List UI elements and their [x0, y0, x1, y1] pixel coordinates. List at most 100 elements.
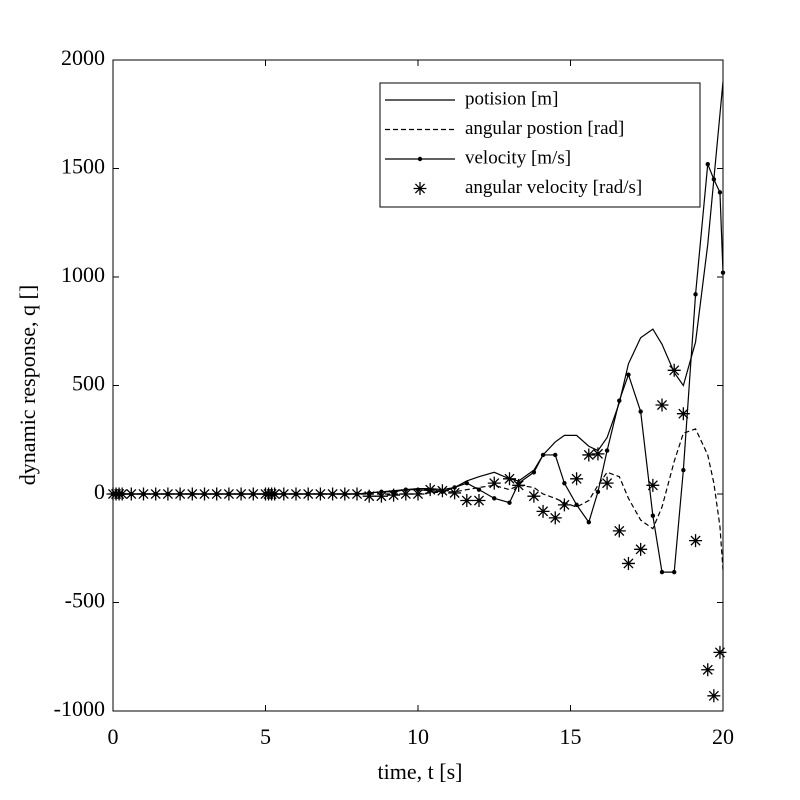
dot-marker	[717, 190, 723, 195]
asterisk-marker	[460, 494, 474, 508]
series	[106, 363, 727, 703]
asterisk-marker	[667, 363, 681, 377]
dot-marker	[492, 496, 497, 501]
legend-label: angular postion [rad]	[465, 118, 624, 139]
asterisk-marker	[634, 542, 648, 556]
asterisk-marker	[149, 487, 163, 501]
dot-marker	[586, 520, 591, 525]
y-tick-label: 0	[94, 479, 105, 504]
asterisk-marker	[234, 487, 248, 501]
series	[110, 161, 726, 575]
asterisk-marker	[487, 476, 501, 490]
dot-marker	[507, 500, 512, 505]
asterisk-marker	[161, 487, 175, 501]
asterisk-marker	[222, 487, 236, 501]
dot-marker	[720, 270, 726, 275]
asterisk-marker	[557, 498, 571, 512]
dot-marker	[672, 569, 677, 575]
asterisk-marker	[210, 487, 224, 501]
legend: potision [m] angular postion [rad] velocit…	[379, 82, 701, 208]
asterisk-marker	[472, 494, 486, 508]
asterisk-marker	[512, 478, 526, 492]
asterisk-marker	[399, 487, 413, 501]
asterisk-marker	[350, 487, 364, 501]
legend-label: potision [m]	[465, 88, 558, 109]
dot-marker	[626, 372, 631, 377]
asterisk-marker	[707, 689, 721, 703]
y-tick-label: 500	[72, 371, 105, 396]
asterisk-marker	[374, 489, 388, 503]
x-tick-label: 0	[108, 724, 119, 749]
asterisk-marker	[600, 476, 614, 490]
asterisk-marker	[612, 524, 626, 538]
legend-swatch	[417, 156, 423, 162]
x-tick-label: 10	[407, 724, 429, 749]
asterisk-marker	[582, 448, 596, 462]
asterisk-marker	[326, 487, 340, 501]
asterisk-marker	[527, 489, 541, 503]
asterisk-marker	[536, 504, 550, 518]
dot-marker	[693, 292, 698, 297]
dot-marker	[553, 452, 558, 458]
asterisk-marker	[570, 472, 584, 486]
asterisk-marker	[185, 487, 199, 501]
y-tick-label: 1500	[61, 154, 105, 179]
y-tick-label: -1000	[54, 696, 105, 721]
dot-marker	[705, 161, 710, 167]
asterisk-marker	[676, 407, 690, 421]
asterisk-marker	[713, 645, 727, 659]
series-line	[113, 163, 724, 573]
asterisk-marker	[701, 663, 715, 677]
x-tick-label: 20	[712, 724, 734, 749]
asterisk-marker	[423, 483, 437, 497]
asterisk-marker	[137, 487, 150, 501]
x-tick-label: 5	[260, 724, 271, 749]
asterisk-marker	[268, 487, 282, 501]
dot-marker	[574, 502, 579, 508]
asterisk-marker	[362, 489, 376, 503]
dot-marker	[464, 480, 469, 486]
asterisk-marker	[301, 487, 315, 501]
asterisk-marker	[277, 487, 291, 501]
asterisk-marker	[198, 487, 211, 501]
asterisk-marker	[435, 484, 449, 498]
asterisk-marker	[689, 534, 703, 548]
asterisk-marker	[621, 556, 635, 570]
asterisk-marker	[115, 487, 129, 501]
asterisk-marker	[246, 487, 260, 501]
x-tick-label: 15	[560, 724, 582, 749]
asterisk-marker	[646, 478, 660, 492]
dot-marker	[638, 409, 643, 414]
y-tick-label: -500	[65, 588, 105, 613]
legend-label: velocity [m/s]	[465, 147, 571, 168]
dot-marker	[604, 448, 610, 453]
asterisk-marker	[289, 487, 303, 501]
asterisk-marker	[387, 488, 401, 502]
dot-marker	[711, 177, 717, 182]
dot-marker	[650, 513, 656, 518]
dot-marker	[681, 467, 686, 473]
legend-box	[379, 82, 701, 208]
dot-marker	[476, 487, 482, 492]
dot-marker	[595, 489, 601, 495]
dot-marker	[659, 569, 665, 575]
dot-marker	[531, 470, 537, 475]
asterisk-marker	[448, 486, 462, 500]
asterisk-marker	[591, 447, 605, 461]
y-tick-label: 2000	[61, 45, 105, 70]
x-axis-label: time, t [s]	[378, 759, 463, 784]
legend-label: angular velocity [rad/s]	[465, 177, 642, 198]
asterisk-marker	[655, 398, 669, 412]
y-axis-label: dynamic response, q []	[15, 285, 40, 485]
asterisk-marker	[313, 487, 327, 501]
asterisk-marker	[338, 487, 352, 501]
dot-marker	[617, 398, 622, 403]
dot-marker	[562, 480, 567, 486]
asterisk-marker	[413, 182, 427, 195]
dot-marker	[540, 452, 546, 458]
asterisk-marker	[503, 472, 516, 486]
asterisk-marker	[173, 487, 187, 501]
asterisk-marker	[411, 487, 425, 501]
asterisk-marker	[124, 487, 138, 501]
